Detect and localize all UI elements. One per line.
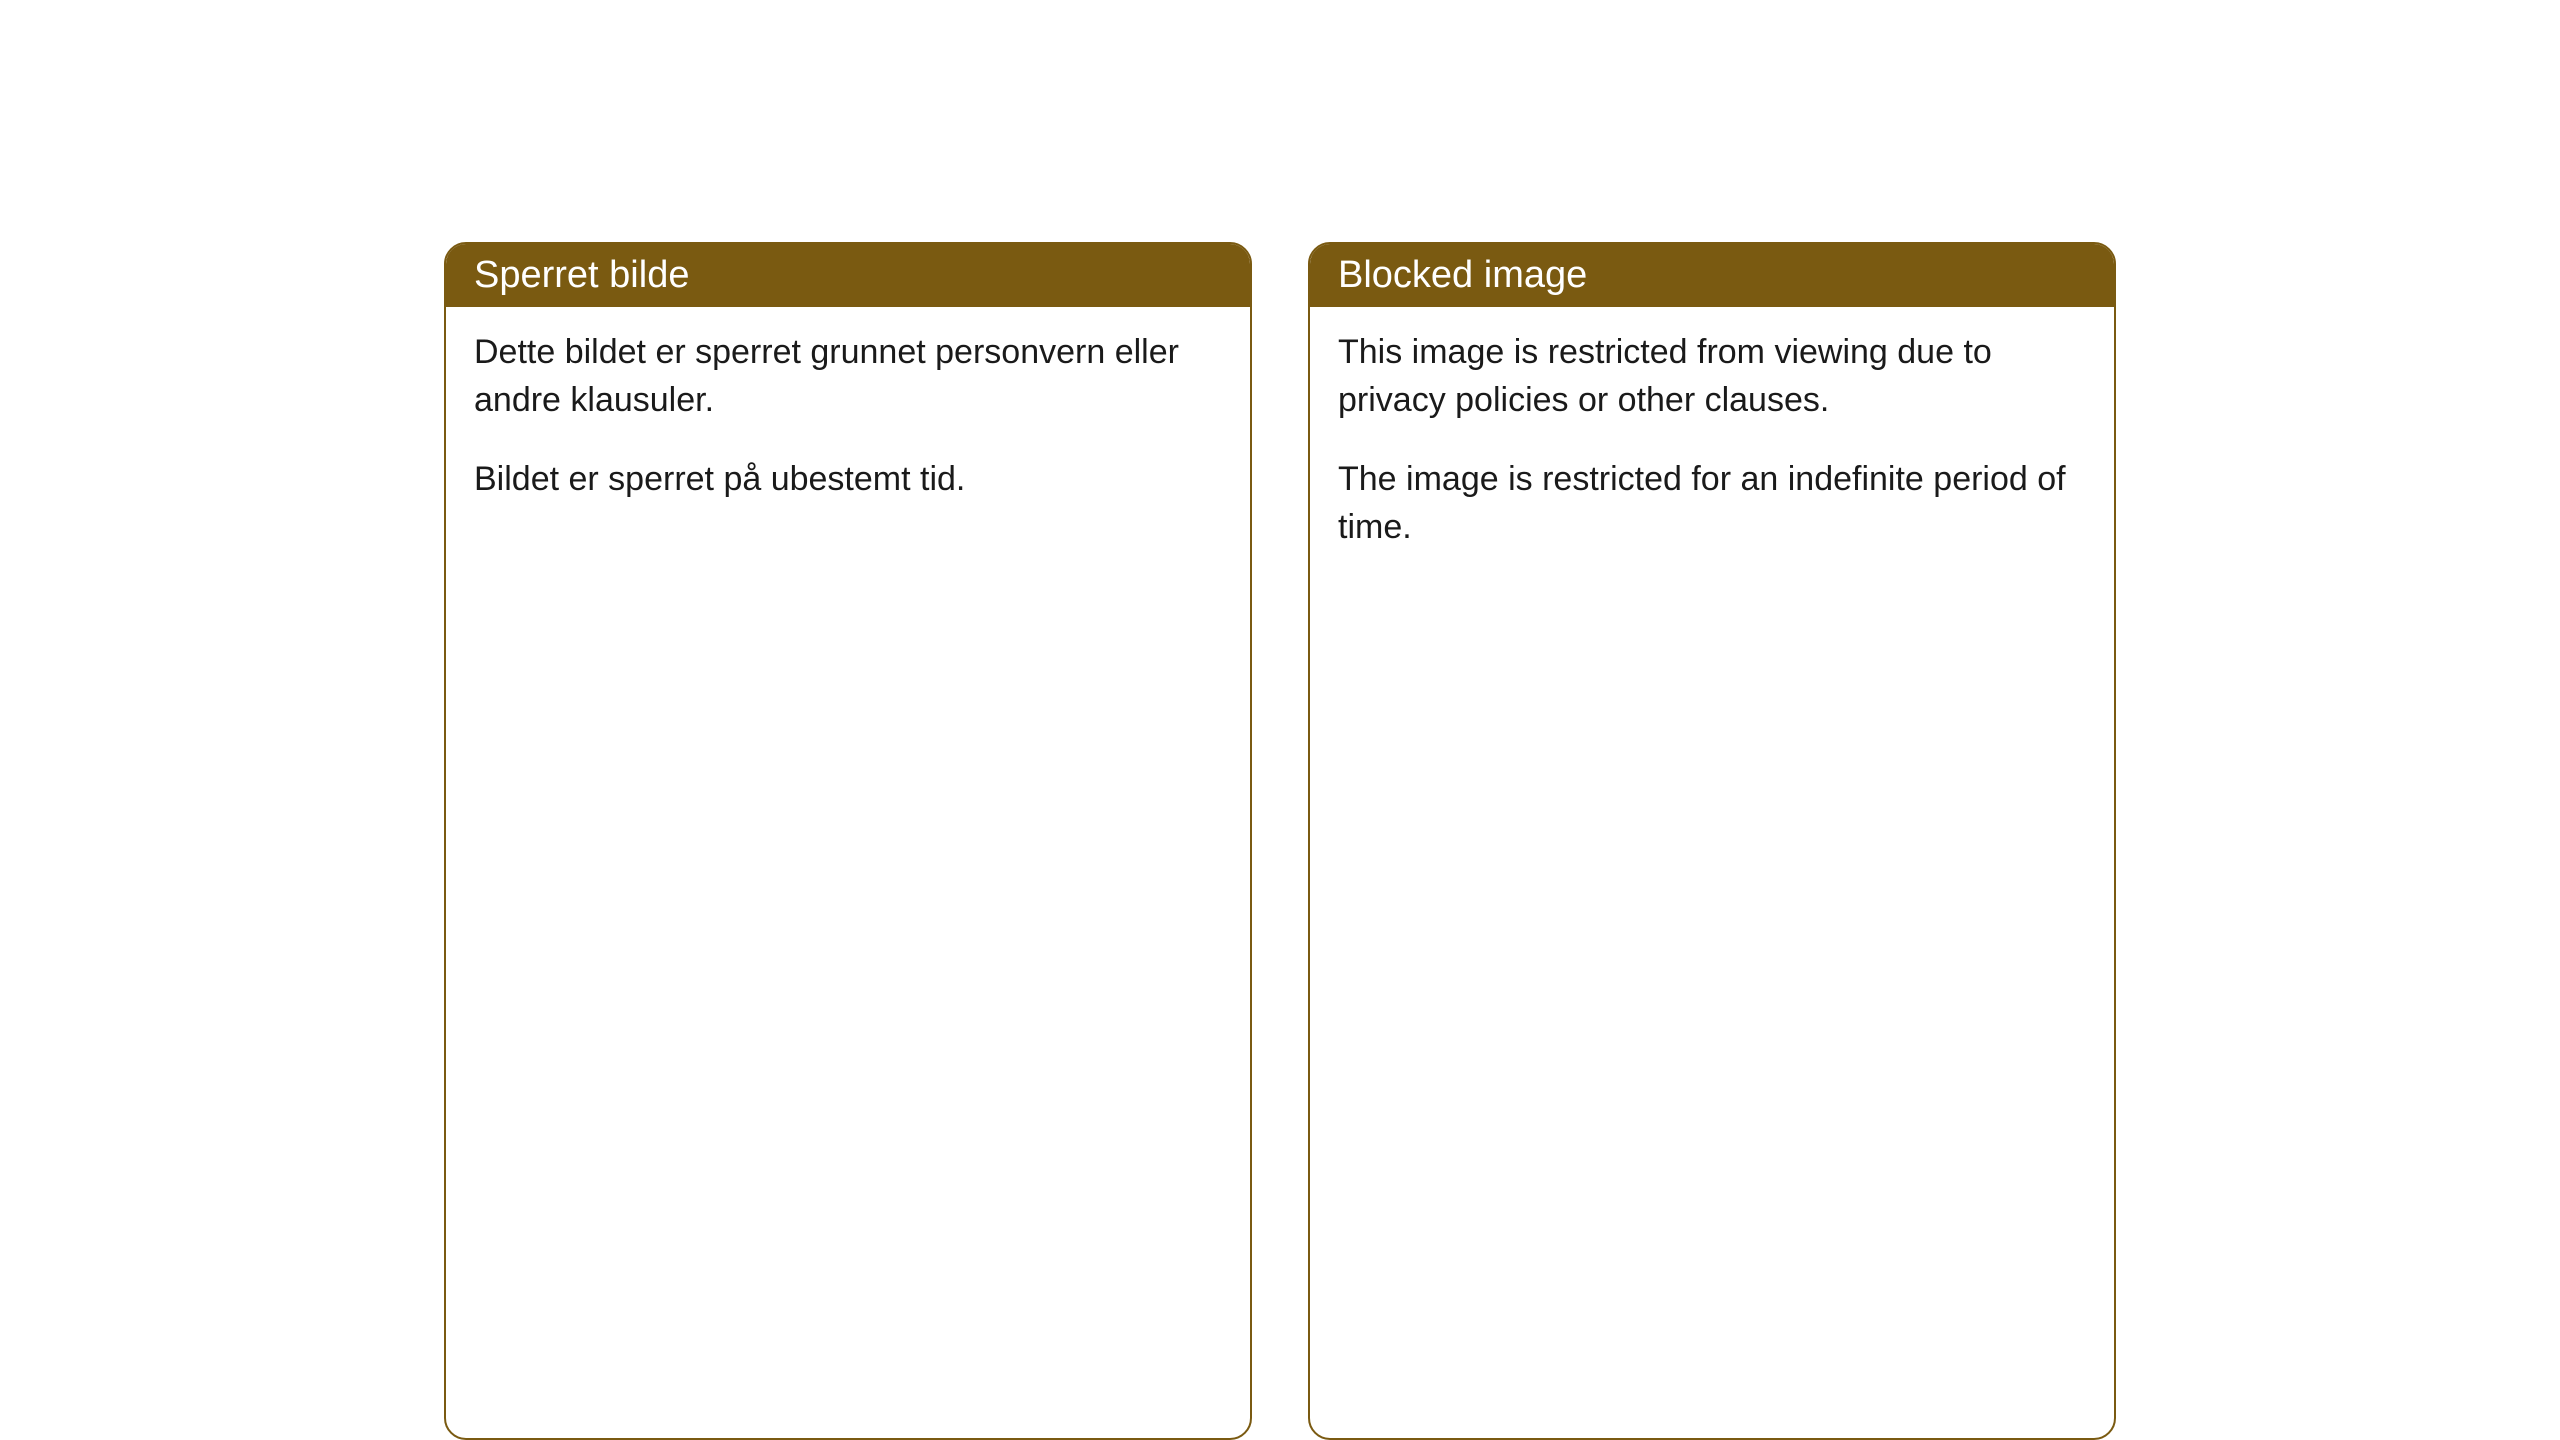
notice-paragraph: The image is restricted for an indefinit… (1338, 456, 2086, 551)
notice-paragraph: Dette bildet er sperret grunnet personve… (474, 329, 1222, 424)
notice-title-english: Blocked image (1310, 244, 2114, 307)
notice-body-norwegian: Dette bildet er sperret grunnet personve… (446, 307, 1250, 544)
notice-paragraph: This image is restricted from viewing du… (1338, 329, 2086, 424)
notice-paragraph: Bildet er sperret på ubestemt tid. (474, 456, 1222, 504)
notice-title-norwegian: Sperret bilde (446, 244, 1250, 307)
notice-card-english: Blocked image This image is restricted f… (1308, 242, 2116, 1440)
notice-body-english: This image is restricted from viewing du… (1310, 307, 2114, 591)
notice-card-norwegian: Sperret bilde Dette bildet er sperret gr… (444, 242, 1252, 1440)
notice-container: Sperret bilde Dette bildet er sperret gr… (444, 242, 2116, 1440)
